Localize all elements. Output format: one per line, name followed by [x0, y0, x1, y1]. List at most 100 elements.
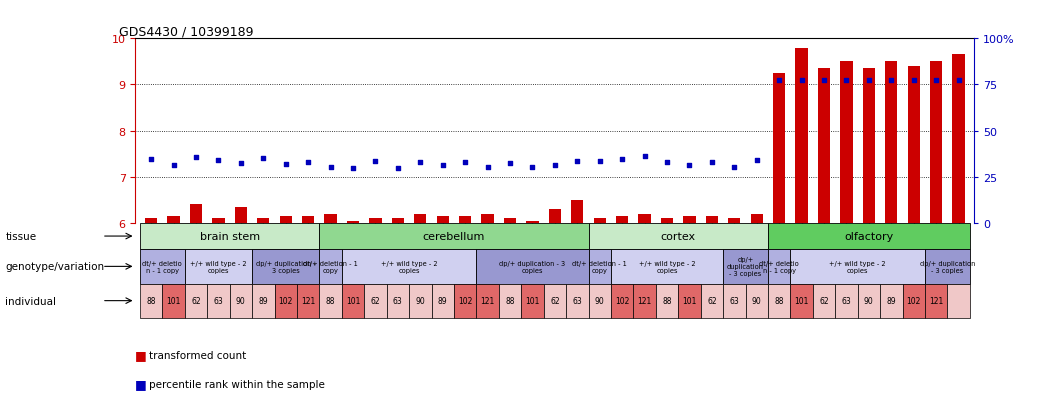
Bar — [571, 200, 584, 223]
Bar — [207, 284, 229, 318]
Text: 101: 101 — [346, 297, 361, 305]
Text: dp/+ duplication -
3 copies: dp/+ duplication - 3 copies — [255, 260, 316, 273]
Text: 88: 88 — [326, 297, 336, 305]
Bar — [319, 223, 589, 249]
Bar — [768, 249, 791, 284]
Point — [210, 157, 227, 164]
Point — [524, 164, 541, 171]
Text: GDS4430 / 10399189: GDS4430 / 10399189 — [119, 25, 253, 38]
Point — [883, 77, 899, 84]
Bar — [252, 284, 274, 318]
Bar — [589, 249, 611, 284]
Bar — [342, 249, 476, 284]
Text: 89: 89 — [887, 297, 896, 305]
Point — [345, 166, 362, 172]
Point — [412, 159, 428, 166]
Text: dp/+
duplication
- 3 copies: dp/+ duplication - 3 copies — [727, 257, 764, 277]
Text: 89: 89 — [438, 297, 447, 305]
Bar — [840, 62, 852, 223]
Text: 101: 101 — [794, 297, 809, 305]
Text: 90: 90 — [595, 297, 604, 305]
Point — [232, 160, 249, 167]
Bar — [476, 249, 589, 284]
Bar — [145, 219, 157, 223]
Text: +/+ wild type - 2
copies: +/+ wild type - 2 copies — [639, 260, 695, 273]
Bar — [705, 216, 718, 223]
Point — [614, 157, 630, 163]
Text: 63: 63 — [572, 297, 582, 305]
Bar — [140, 223, 319, 249]
Text: 102: 102 — [615, 297, 629, 305]
Bar — [634, 284, 655, 318]
Bar — [661, 219, 673, 223]
Text: percentile rank within the sample: percentile rank within the sample — [149, 379, 325, 389]
Bar — [616, 216, 628, 223]
Bar — [431, 284, 454, 318]
Bar — [184, 249, 252, 284]
Text: 102: 102 — [278, 297, 293, 305]
Bar — [168, 216, 180, 223]
Point — [637, 154, 653, 160]
Text: individual: individual — [5, 296, 56, 306]
Text: dt/+ deletion - 1
copy: dt/+ deletion - 1 copy — [303, 260, 358, 273]
Text: 62: 62 — [819, 297, 828, 305]
Bar — [252, 249, 319, 284]
Text: 63: 63 — [842, 297, 851, 305]
Bar — [521, 284, 544, 318]
Point — [905, 77, 922, 84]
Bar — [387, 284, 410, 318]
Bar — [302, 216, 315, 223]
Point — [546, 162, 563, 169]
Bar — [639, 214, 651, 223]
Text: dp/+ duplication - 3
copies: dp/+ duplication - 3 copies — [499, 260, 566, 273]
Point — [322, 164, 339, 171]
Text: 101: 101 — [525, 297, 540, 305]
Bar — [791, 249, 925, 284]
Text: ■: ■ — [135, 377, 151, 391]
Bar — [544, 284, 566, 318]
Point — [367, 158, 383, 165]
Bar — [728, 219, 741, 223]
Bar — [723, 249, 768, 284]
Bar — [902, 284, 925, 318]
Text: 62: 62 — [550, 297, 560, 305]
Text: 101: 101 — [167, 297, 180, 305]
Bar — [925, 249, 970, 284]
Bar — [184, 284, 207, 318]
Point — [479, 164, 496, 171]
Bar — [414, 214, 426, 223]
Bar — [526, 221, 539, 223]
Text: ■: ■ — [135, 349, 151, 362]
Bar — [594, 219, 605, 223]
Point — [166, 162, 182, 169]
Text: dt/+ deletio
n - 1 copy: dt/+ deletio n - 1 copy — [760, 260, 799, 273]
Point — [390, 165, 406, 171]
Point — [681, 162, 698, 169]
Bar — [611, 284, 634, 318]
Text: brain stem: brain stem — [200, 232, 259, 242]
Text: 121: 121 — [301, 297, 316, 305]
Bar — [324, 214, 337, 223]
Text: dp/+ duplication
- 3 copies: dp/+ duplication - 3 copies — [920, 260, 975, 273]
Text: 88: 88 — [147, 297, 156, 305]
Bar — [655, 284, 678, 318]
Bar — [750, 214, 763, 223]
Bar — [589, 284, 611, 318]
Bar — [952, 55, 965, 223]
Text: 90: 90 — [235, 297, 246, 305]
Bar — [297, 284, 319, 318]
Bar — [213, 219, 225, 223]
Point — [927, 77, 944, 84]
Text: +/+ wild type - 2
copies: +/+ wild type - 2 copies — [190, 260, 247, 273]
Bar — [458, 216, 471, 223]
Point — [793, 77, 810, 84]
Bar — [678, 284, 700, 318]
Point — [277, 161, 294, 168]
Bar — [504, 219, 516, 223]
Bar — [234, 207, 247, 223]
Text: 102: 102 — [907, 297, 921, 305]
Bar — [319, 249, 342, 284]
Bar — [880, 284, 902, 318]
Bar — [700, 284, 723, 318]
Point — [950, 77, 967, 84]
